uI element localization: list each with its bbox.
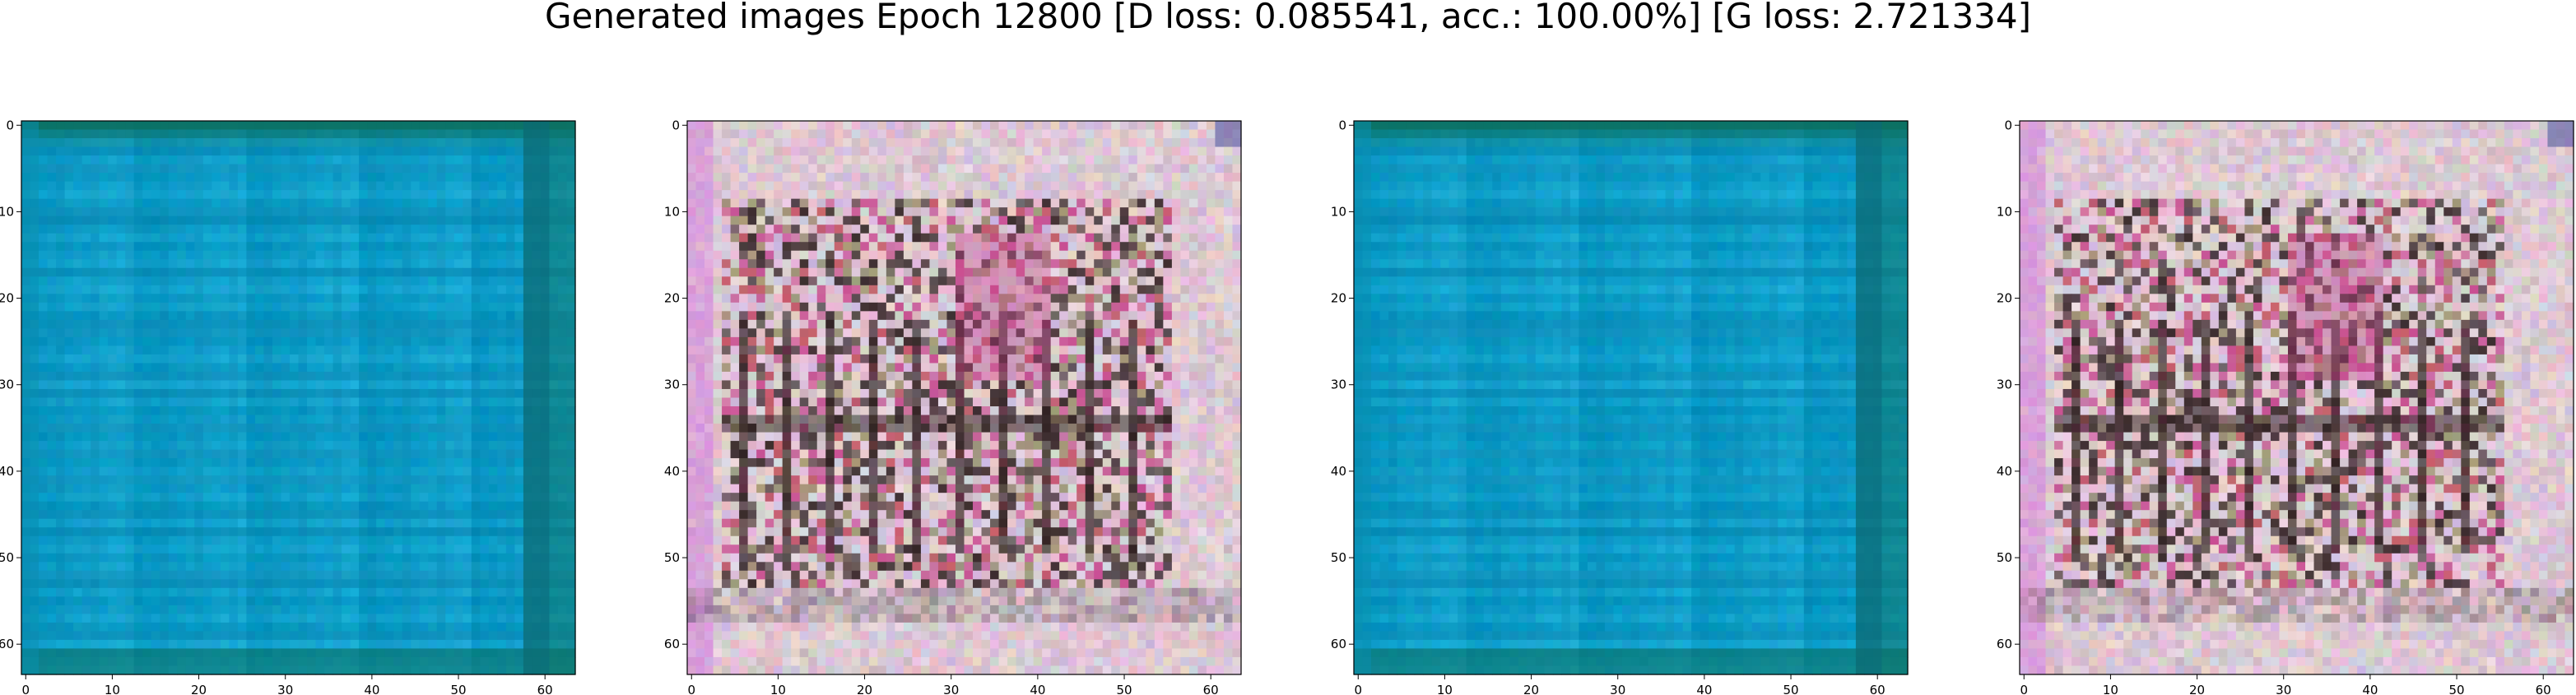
x-tick-label: 10 [770,683,786,695]
y-tick-label: 40 [1331,464,1346,479]
y-tick-label: 60 [1331,637,1346,651]
generated-image-2 [1354,121,1909,675]
x-tick-label: 10 [2103,683,2118,695]
y-tick-label: 60 [0,637,14,651]
image-frame [1353,120,1909,675]
x-tick-label: 30 [277,683,293,695]
y-tick-label: 30 [0,378,14,392]
y-tick-label: 20 [1997,291,2012,306]
x-tick-label: 40 [1030,683,1045,695]
x-tick-label: 30 [2276,683,2291,695]
x-tick-label: 40 [1696,683,1712,695]
x-tick-label: 50 [450,683,466,695]
x-tick-label: 60 [537,683,553,695]
x-tick-label: 20 [1523,683,1539,695]
x-tick-label: 60 [1203,683,1219,695]
y-tick-label: 30 [1331,378,1346,392]
x-tick-label: 0 [1354,683,1362,695]
y-tick-label: 0 [6,118,14,132]
y-tick-label: 50 [1331,550,1346,565]
x-tick-label: 20 [2189,683,2205,695]
y-tick-label: 0 [1338,118,1346,132]
x-tick-label: 50 [1783,683,1798,695]
x-tick-label: 0 [687,683,695,695]
y-tick-label: 10 [0,204,14,219]
y-tick-label: 40 [1997,464,2012,479]
y-tick-label: 30 [664,378,680,392]
x-tick-label: 40 [2362,683,2378,695]
y-tick-label: 0 [672,118,680,132]
y-tick-label: 0 [2004,118,2012,132]
generated-image-3 [2020,121,2574,675]
y-tick-label: 20 [1331,291,1346,306]
y-tick-label: 50 [1997,550,2012,565]
y-tick-label: 50 [664,550,680,565]
y-tick-label: 60 [1997,637,2012,651]
x-tick-label: 50 [2448,683,2464,695]
y-tick-label: 10 [1997,204,2012,219]
image-frame [2019,120,2574,675]
x-tick-label: 20 [191,683,207,695]
x-tick-label: 0 [2020,683,2028,695]
y-tick-label: 20 [664,291,680,306]
x-tick-label: 10 [1437,683,1453,695]
y-tick-label: 20 [0,291,14,306]
image-frame [21,120,576,675]
x-tick-label: 30 [943,683,959,695]
y-tick-label: 10 [1331,204,1346,219]
generated-image-0 [21,121,576,675]
y-tick-label: 10 [664,204,680,219]
x-tick-label: 40 [364,683,379,695]
y-tick-label: 40 [0,464,14,479]
x-tick-label: 60 [1870,683,1886,695]
y-tick-label: 50 [0,550,14,565]
y-tick-label: 60 [664,637,680,651]
image-frame [686,120,1242,675]
y-tick-label: 40 [664,464,680,479]
x-tick-label: 10 [105,683,120,695]
x-tick-label: 0 [21,683,30,695]
x-tick-label: 20 [857,683,872,695]
generated-image-1 [687,121,1242,675]
y-tick-label: 30 [1997,378,2012,392]
figure-title: Generated images Epoch 12800 [D loss: 0.… [544,0,2032,36]
x-tick-label: 30 [1610,683,1625,695]
x-tick-label: 50 [1116,683,1132,695]
x-tick-label: 60 [2536,683,2551,695]
